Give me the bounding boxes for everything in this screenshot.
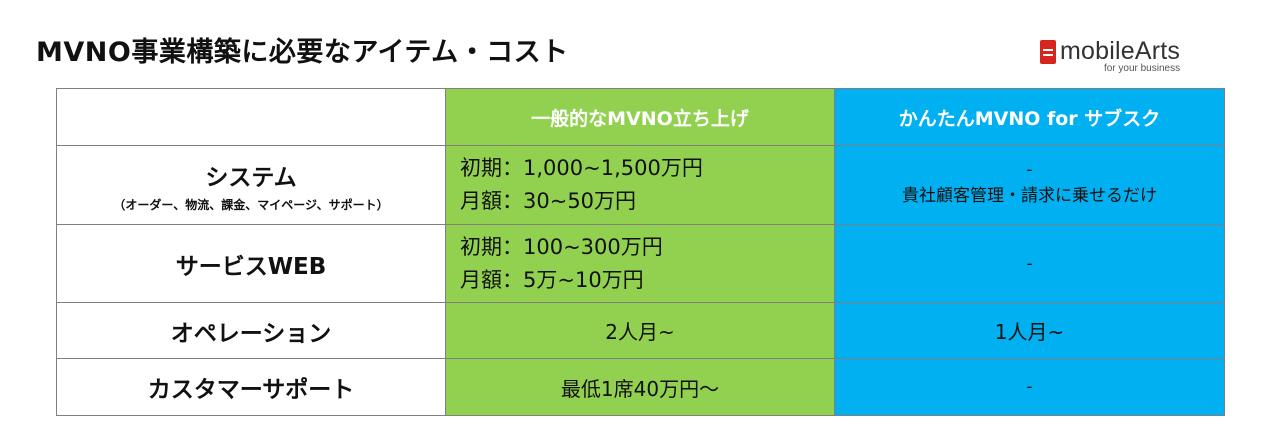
general-cost-operation: 2人月~ [445, 302, 835, 359]
initial-cost: 初期：100~300万円 [460, 234, 663, 259]
row-label-customer-support: カスタマーサポート [56, 358, 446, 416]
easy-cost-service-web: - [834, 224, 1225, 303]
header-general-mvno: 一般的なMVNO立ち上げ [445, 88, 835, 146]
mobilearts-logo: mobileArts for your business [1040, 38, 1180, 74]
table-row-service-web: サービスWEB 初期：100~300万円 月額：5万~10万円 - [56, 224, 1225, 303]
table-header-row: 一般的なMVNO立ち上げ かんたんMVNO for サブスク [56, 88, 1225, 146]
row-label-text: システム [205, 164, 297, 191]
easy-cost-system: - 貴社顧客管理・請求に乗せるだけ [834, 145, 1225, 225]
easy-cost-customer-support: - [834, 358, 1225, 416]
header-empty-cell [56, 88, 446, 146]
monthly-cost: 月額：30~50万円 [460, 189, 637, 213]
row-sublabel-text: （オーダー、物流、課金、マイページ、サポート） [113, 197, 389, 212]
easy-cost-operation: 1人月~ [834, 302, 1225, 359]
logo-name: mobileArts [1060, 37, 1181, 65]
header-easy-mvno: かんたんMVNO for サブスク [834, 88, 1225, 146]
general-cost-customer-support: 最低1席40万円～ [445, 358, 835, 416]
easy-cost-note: 貴社顧客管理・請求に乗せるだけ [902, 186, 1157, 206]
row-label-text: サービスWEB [175, 253, 327, 280]
sim-card-logo-icon [1040, 40, 1056, 64]
row-label-operation: オペレーション [56, 302, 446, 359]
table-row-customer-support: カスタマーサポート 最低1席40万円～ - [56, 358, 1225, 416]
monthly-cost: 月額：5万~10万円 [460, 267, 644, 292]
page-title: MVNO事業構築に必要なアイテム・コスト [36, 37, 569, 68]
general-cost-service-web: 初期：100~300万円 月額：5万~10万円 [445, 224, 835, 303]
row-label-system: システム （オーダー、物流、課金、マイページ、サポート） [56, 145, 446, 225]
cost-comparison-table: 一般的なMVNO立ち上げ かんたんMVNO for サブスク システム （オーダ… [56, 88, 1225, 416]
row-label-text: カスタマーサポート [147, 377, 355, 403]
table-row-operation: オペレーション 2人月~ 1人月~ [56, 302, 1225, 359]
row-label-text: オペレーション [170, 320, 332, 347]
row-label-service-web: サービスWEB [56, 224, 446, 303]
general-cost-system: 初期：1,000~1,500万円 月額：30~50万円 [445, 145, 835, 225]
easy-cost-dash: - [1026, 160, 1033, 180]
logo-tagline: for your business [1103, 63, 1181, 74]
initial-cost: 初期：1,000~1,500万円 [460, 156, 703, 180]
table-row-system: システム （オーダー、物流、課金、マイページ、サポート） 初期：1,000~1,… [56, 145, 1225, 225]
